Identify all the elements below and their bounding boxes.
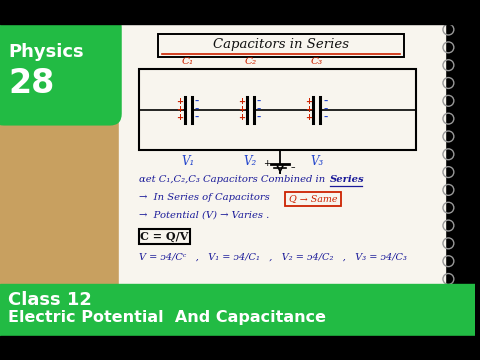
Bar [0, 24, 129, 336]
Bar [139, 229, 190, 244]
Text: +: + [239, 113, 245, 122]
Text: C₁: C₁ [182, 57, 194, 66]
Text: Q → Same: Q → Same [288, 194, 337, 203]
Text: C₃: C₃ [311, 57, 323, 66]
Text: →  In Series of Capacitors: → In Series of Capacitors [139, 193, 269, 202]
FancyBboxPatch shape [0, 16, 122, 126]
Text: V = ᴐ4/Cᶜ   ,   V₁ = ᴐ4/C₁   ,   V₂ = ᴐ4/C₂   ,   V₃ = ᴐ4/C₃: V = ᴐ4/Cᶜ , V₁ = ᴐ4/C₁ , V₂ = ᴐ4/C₂ , V₃… [139, 252, 407, 261]
Bar [285, 192, 340, 206]
Text: +: + [239, 105, 245, 114]
Text: –: – [323, 105, 327, 114]
Text: C = Q/V: C = Q/V [140, 231, 189, 242]
Text: V₂: V₂ [244, 155, 257, 168]
Text: Capacitors in Series: Capacitors in Series [213, 38, 349, 51]
Text: V₃: V₃ [310, 155, 324, 168]
Text: –: – [291, 164, 295, 173]
Text: +: + [305, 97, 312, 106]
Text: →  Potential (V) → Varies .: → Potential (V) → Varies . [139, 211, 269, 220]
Text: +: + [239, 97, 245, 106]
Text: +: + [305, 105, 312, 114]
Text: –: – [323, 97, 327, 106]
Text: +: + [264, 159, 271, 168]
Text: –: – [194, 97, 199, 106]
Text: –: – [257, 97, 261, 106]
Text: +: + [176, 97, 183, 106]
Text: –: – [257, 105, 261, 114]
Bar [0, 336, 475, 358]
Bar [0, 284, 475, 336]
Text: Physics: Physics [8, 44, 84, 62]
Bar [119, 24, 445, 336]
Text: 28: 28 [8, 67, 54, 100]
Text: –: – [257, 113, 261, 122]
Text: +: + [176, 113, 183, 122]
Text: +: + [305, 113, 312, 122]
Text: Class 12: Class 12 [8, 291, 92, 309]
Text: –: – [194, 113, 199, 122]
Text: Series: Series [330, 175, 364, 184]
Bar [158, 33, 404, 57]
Bar [139, 69, 416, 150]
Text: –: – [323, 113, 327, 122]
Text: αet C₁,C₂,C₃ Capacitors Combined in: αet C₁,C₂,C₃ Capacitors Combined in [139, 175, 331, 184]
Text: V₁: V₁ [181, 155, 195, 168]
Bar [0, 24, 114, 118]
Text: –: – [194, 105, 199, 114]
Text: Electric Potential  And Capacitance: Electric Potential And Capacitance [8, 310, 326, 325]
Bar [0, 2, 475, 24]
Text: C₂: C₂ [244, 57, 256, 66]
Text: +: + [176, 105, 183, 114]
